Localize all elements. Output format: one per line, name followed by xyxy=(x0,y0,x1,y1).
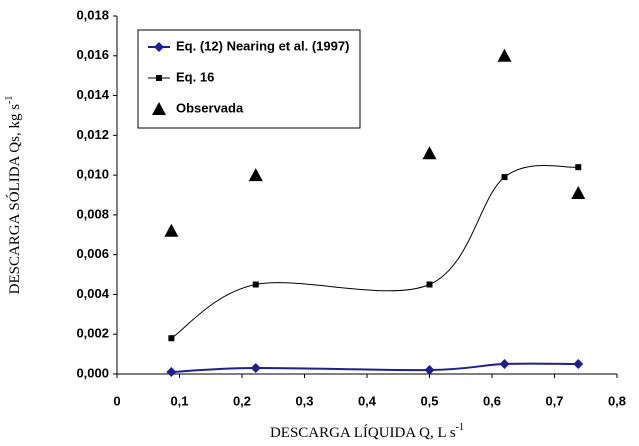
legend-marker xyxy=(154,42,164,52)
y-tick-label: 0,010 xyxy=(76,167,109,182)
legend-label: Eq. 16 xyxy=(176,69,214,84)
x-tick-label: 0 xyxy=(113,393,120,408)
data-point xyxy=(426,281,433,288)
data-point xyxy=(252,281,259,288)
data-point xyxy=(422,146,437,160)
x-tick-label: 0,2 xyxy=(233,393,251,408)
x-tick-label: 0,8 xyxy=(608,393,626,408)
data-point xyxy=(166,367,177,378)
x-tick-label: 0,1 xyxy=(170,393,188,408)
data-point xyxy=(497,48,512,62)
y-axis-title: DESCARGA SÓLIDA Qs, kg s-1 xyxy=(4,96,23,295)
y-tick-label: 0,000 xyxy=(76,365,109,380)
data-point xyxy=(501,174,508,181)
x-tick-label: 0,5 xyxy=(420,393,438,408)
data-point xyxy=(164,223,179,237)
legend-marker xyxy=(156,75,162,81)
data-point xyxy=(424,365,435,376)
x-axis-title-sup: -1 xyxy=(456,422,464,433)
data-point xyxy=(575,164,582,171)
data-point xyxy=(168,335,175,342)
data-point xyxy=(499,359,510,370)
legend-label: Observada xyxy=(176,100,244,115)
data-point xyxy=(571,186,586,200)
legend-label: Eq. (12) Nearing et al. (1997) xyxy=(176,38,349,53)
x-axis-title: DESCARGA LÍQUIDA Q, L s-1 xyxy=(270,422,464,441)
x-tick-label: 0,7 xyxy=(545,393,563,408)
y-axis-title-text: DESCARGA SÓLIDA Qs, kg s xyxy=(6,104,23,295)
data-point xyxy=(250,363,261,374)
y-tick-label: 0,014 xyxy=(76,87,109,102)
series-line xyxy=(171,164,579,339)
y-tick-label: 0,012 xyxy=(76,127,109,142)
legend-marker xyxy=(152,102,166,115)
y-tick-label: 0,002 xyxy=(76,326,109,341)
x-axis-title-text: DESCARGA LÍQUIDA Q, L s xyxy=(270,424,456,441)
y-tick-label: 0,018 xyxy=(76,7,109,22)
legend-box xyxy=(137,29,361,129)
y-tick-label: 0,008 xyxy=(76,206,109,221)
data-point xyxy=(248,168,263,182)
y-tick-label: 0,016 xyxy=(76,47,109,62)
x-tick-label: 0,6 xyxy=(483,393,501,408)
y-tick-label: 0,006 xyxy=(76,246,109,261)
y-tick-label: 0,004 xyxy=(76,286,109,301)
x-tick-label: 0,3 xyxy=(295,393,313,408)
x-tick-label: 0,4 xyxy=(358,393,377,408)
data-point xyxy=(573,359,584,370)
y-axis-title-sup: -1 xyxy=(4,96,15,104)
series-line xyxy=(171,362,579,374)
